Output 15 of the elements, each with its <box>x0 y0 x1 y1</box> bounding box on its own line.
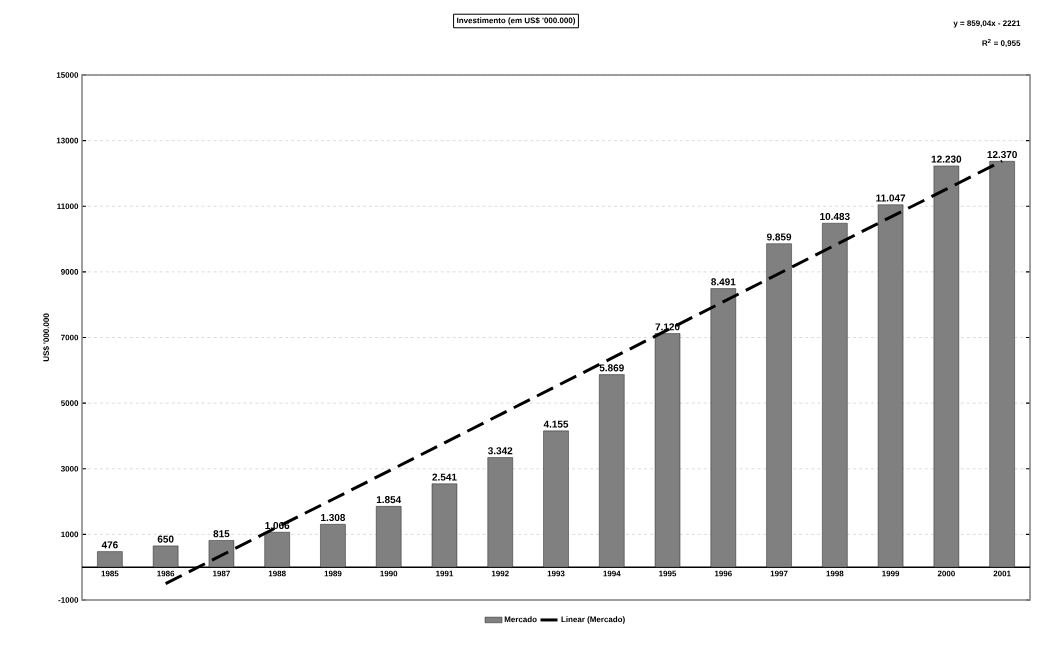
data-label: 10.483 <box>820 212 850 221</box>
data-label: 1.854 <box>376 496 402 504</box>
data-label: 12.230 <box>931 155 962 163</box>
data-label: 8.491 <box>711 278 736 286</box>
data-label: 476 <box>101 541 118 549</box>
data-label: 1.308 <box>321 514 346 522</box>
data-label: 9.859 <box>766 233 792 241</box>
data-label: 650 <box>157 535 174 543</box>
data-label: 2.541 <box>432 473 457 481</box>
data-label: 5.869 <box>599 364 624 372</box>
data-label: 3.342 <box>488 447 513 455</box>
data-label: 12.370 <box>987 151 1017 159</box>
data-label: 815 <box>213 530 230 538</box>
data-label: 4.155 <box>543 420 569 428</box>
data-label: 11.047 <box>876 194 906 202</box>
